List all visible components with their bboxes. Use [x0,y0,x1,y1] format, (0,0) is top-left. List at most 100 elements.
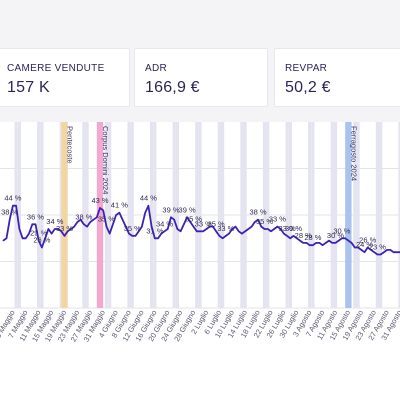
kpi-row: CAMERE VENDUTE 157 K ADR 166,9 € REVPAR … [0,0,400,122]
weekend-band [127,122,131,308]
weekend-band [217,122,221,308]
kpi-label: ADR [145,63,168,74]
data-point [247,228,249,230]
data-point [189,221,191,223]
data-point [218,235,220,237]
data-point [360,249,362,251]
data-point [334,242,337,244]
weekend-band [40,122,44,308]
data-point [351,242,353,244]
data-label: 34 % [46,217,63,226]
data-point [112,223,114,225]
data-point [212,226,214,228]
data-point [144,212,146,214]
weekend-band [17,122,21,308]
data-point [267,228,269,230]
weekend-band [130,122,134,308]
data-point [209,226,211,228]
data-point [315,242,317,244]
data-label: 39 % [162,205,179,214]
weekend-band [379,122,383,308]
weekend-band [398,122,400,308]
data-point [44,237,46,239]
data-point [225,235,227,237]
data-point [99,207,101,209]
data-point [260,226,262,228]
data-label: 33 % [217,224,234,233]
data-point [128,233,130,235]
data-point [251,226,253,228]
data-point [221,237,224,239]
data-point [370,249,372,251]
data-point [357,246,359,249]
kpi-value: 50,2 € [285,79,331,96]
data-point [105,226,108,228]
weekend-band [175,122,180,308]
data-label: 35 % [185,215,202,224]
data-point [131,235,133,237]
data-point [73,226,75,228]
data-label: 23 % [369,243,386,252]
data-label: 33 % [56,224,73,233]
data-point [28,233,30,235]
weekend-band [108,122,112,308]
kpi-value: 166,9 € [145,79,200,96]
data-point [18,228,20,230]
data-point [15,205,17,207]
data-point [125,226,127,228]
occupancy-chart: Pentecoste Corpus Domini 2024 Ferragosto 2… [0,122,400,400]
weekend-band [37,122,41,308]
data-label: 38 % [1,208,18,217]
data-label: 30 % [327,231,344,240]
data-point [396,251,398,253]
data-label: 26 % [33,236,50,245]
data-point [118,212,120,214]
weekend-band [262,122,267,308]
weekend-band [266,122,270,308]
data-point [367,246,369,249]
data-point [157,237,159,239]
data-label: 33 % [195,219,212,228]
data-label: 44 % [140,194,157,203]
data-point [199,230,201,232]
weekend-band [195,122,199,308]
data-point [234,226,237,228]
data-label: 28 % [295,231,312,240]
data-point [25,237,27,239]
data-point [102,209,104,211]
data-point [241,233,243,235]
data-point [312,244,314,246]
data-point [115,214,117,216]
data-point [302,242,304,244]
event-band [61,122,68,308]
event-label: Corpus Domini 2024 [101,126,110,194]
kpi-label: REVPAR [285,63,328,74]
event-label: Pentecoste [66,126,75,164]
data-point [328,239,330,242]
weekend-band [82,122,86,308]
data-point [389,249,391,251]
data-label: 38 % [75,212,92,221]
data-point [321,244,324,246]
chart-svg: Pentecoste Corpus Domini 2024 Ferragosto 2… [0,122,400,343]
series-line [2,204,400,256]
data-point [89,221,91,223]
data-point [96,216,98,218]
data-label: 33 % [279,224,296,233]
data-point [70,228,72,230]
data-point [60,230,62,232]
weekend-band [59,122,63,308]
data-point [31,223,33,225]
data-point [373,251,375,253]
data-point [341,237,343,239]
data-point [292,235,295,237]
data-point [318,242,320,244]
data-point [325,242,327,244]
data-label: 44 % [4,194,21,203]
data-point [21,237,24,239]
data-point [383,251,385,253]
data-point [141,226,143,228]
data-point [238,230,240,232]
data-point [54,228,56,230]
weekend-band [288,122,292,308]
